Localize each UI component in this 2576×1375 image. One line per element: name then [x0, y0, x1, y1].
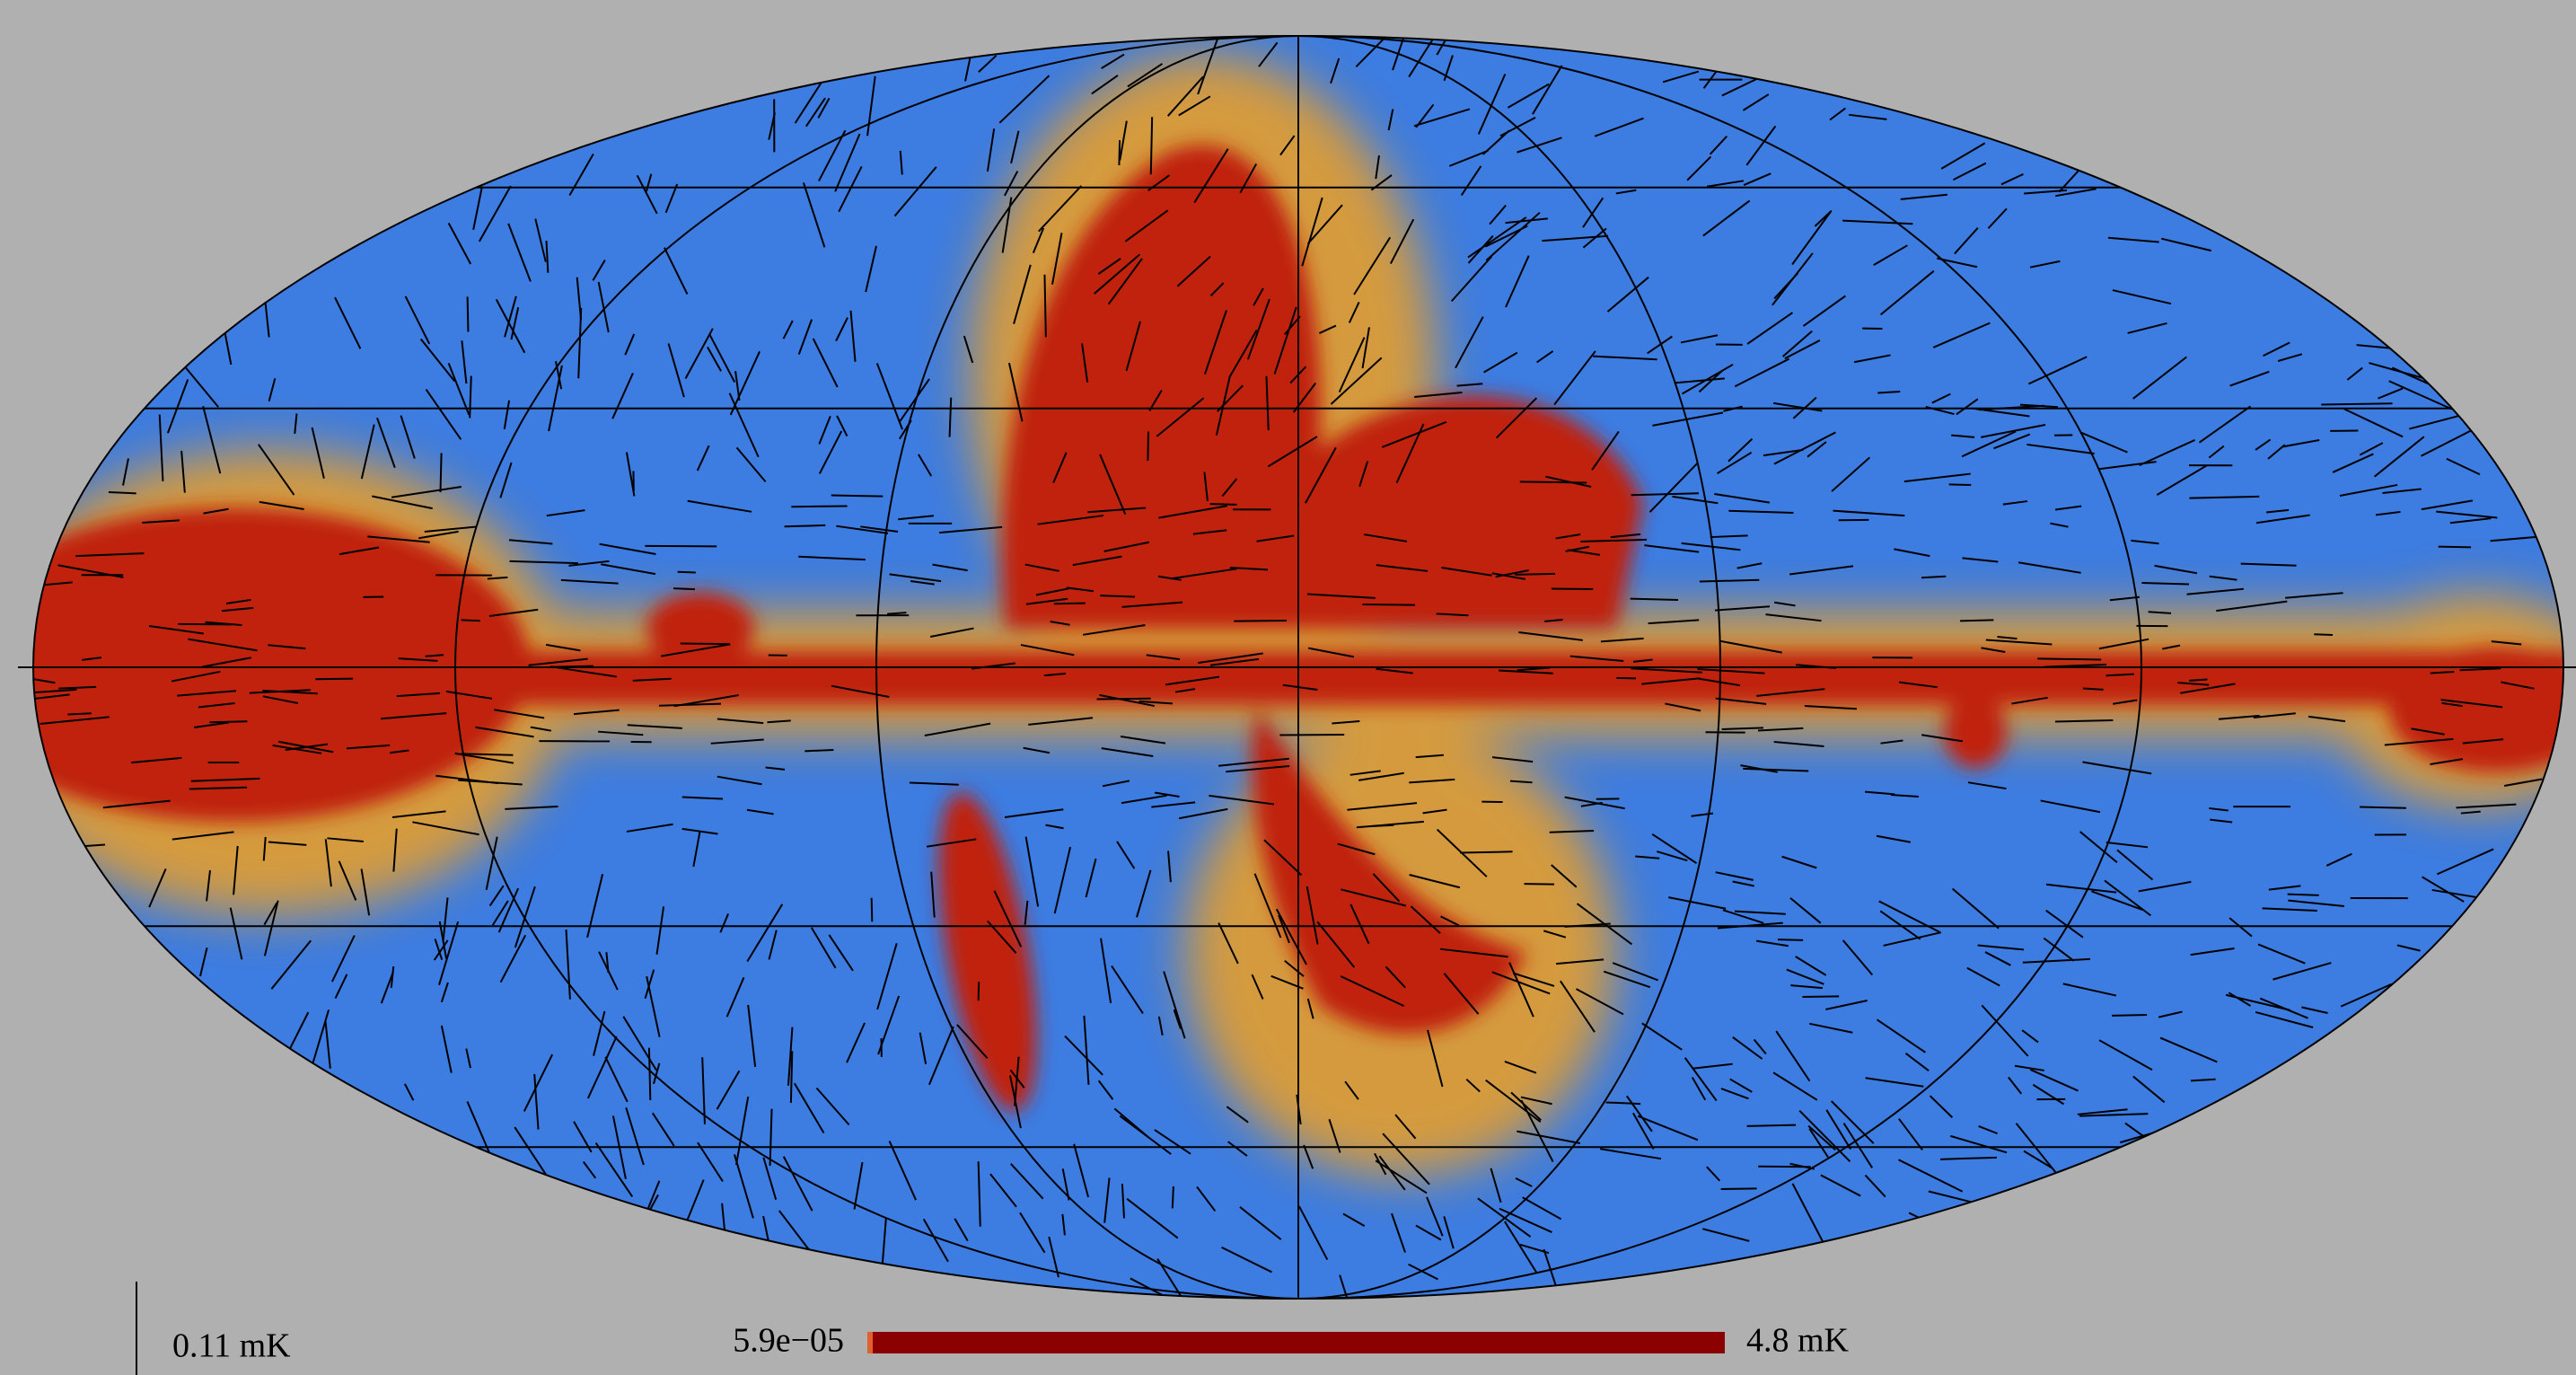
vector: [1119, 140, 1120, 165]
vector: [804, 750, 833, 751]
vector: [1100, 595, 1135, 596]
vector: [67, 713, 91, 714]
vector: [2037, 658, 2101, 659]
body: 0.11 mK 5.9e−05 4.8 mK (() => { const da…: [0, 0, 2576, 1375]
vector: [2112, 1015, 2147, 1016]
vector: [785, 525, 826, 526]
vector: [315, 679, 353, 680]
vector: [872, 898, 873, 921]
vector: [1151, 117, 1152, 174]
page: {"scale_bar": {"label": "0.11 mK"}, "col…: [0, 0, 2576, 1375]
vector: [1747, 1125, 1796, 1126]
vector: [1515, 574, 1555, 575]
colorbar-min-label: 5.9e−05: [733, 1322, 844, 1360]
vector: [1552, 588, 1593, 589]
vector: [1778, 939, 1803, 940]
vector: [1362, 604, 1415, 605]
sky-map-figure: 0.11 mK 5.9e−05 4.8 mK: [0, 0, 2576, 1375]
vector: [468, 296, 469, 331]
vector: [1044, 275, 1045, 338]
vector: [1173, 1186, 1174, 1209]
vector: [2439, 547, 2471, 548]
colorbar-start: [867, 1332, 873, 1353]
vector: [791, 1051, 792, 1103]
colorbar: [867, 1332, 1725, 1353]
vector: [1520, 481, 1587, 482]
vector: [2321, 403, 2392, 404]
vector: [1279, 735, 1344, 736]
vector: [1210, 504, 1237, 505]
vector: [1460, 851, 1512, 852]
vector: [681, 644, 730, 645]
vector: [2083, 689, 2104, 690]
vector: [1721, 1188, 1757, 1189]
vector: [2314, 634, 2333, 635]
sky-map: [0, 0, 2576, 1375]
vector: [462, 620, 480, 621]
vector: [649, 1048, 650, 1100]
colorbar-max-label: 4.8 mK: [1746, 1322, 1850, 1360]
vector: [1147, 432, 1148, 461]
vector: [831, 495, 884, 496]
vector: [109, 492, 136, 493]
vector: [673, 588, 695, 589]
scale-label: 0.11 mK: [172, 1327, 291, 1365]
vector: [1631, 599, 1678, 600]
vector: [2189, 679, 2207, 680]
vector: [2360, 806, 2406, 807]
vector: [1949, 484, 1972, 485]
vector: [1802, 996, 1839, 997]
vector: [441, 453, 442, 492]
vector: [678, 572, 696, 573]
vector: [1960, 620, 1993, 621]
